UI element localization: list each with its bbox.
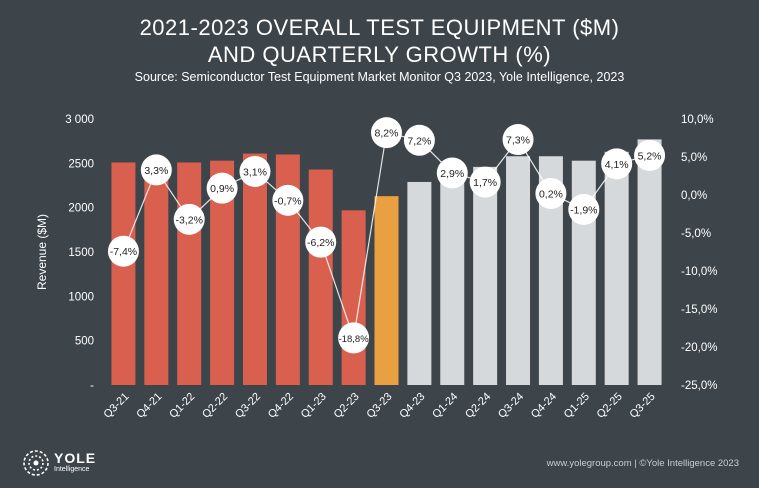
chart-title: 2021-2023 OVERALL TEST EQUIPMENT ($M) AN… bbox=[0, 14, 759, 68]
growth-point bbox=[502, 124, 534, 156]
growth-point bbox=[272, 184, 304, 216]
x-axis-tick-label: Q3-25 bbox=[628, 391, 658, 421]
growth-data-label: 7,2% bbox=[407, 135, 431, 147]
x-axis-tick-label: Q3-23 bbox=[365, 391, 395, 421]
y2-axis-tick-label: -10,0% bbox=[681, 266, 717, 278]
x-axis-tick-label: Q2-22 bbox=[200, 391, 230, 421]
y-axis-tick-label: 500 bbox=[75, 336, 94, 348]
growth-data-label: 0,2% bbox=[539, 188, 563, 200]
growth-data-label: 5,2% bbox=[638, 150, 662, 162]
source-subtitle: Source: Semiconductor Test Equipment Mar… bbox=[134, 70, 625, 84]
growth-point bbox=[239, 155, 271, 187]
y-axis-tick-label: 3 000 bbox=[65, 114, 94, 126]
growth-data-label: 4,1% bbox=[605, 159, 629, 171]
yole-logo-icon bbox=[23, 450, 49, 476]
bar bbox=[111, 162, 136, 385]
y2-axis-tick-label: -5,0% bbox=[681, 228, 711, 240]
y-axis-title: Revenue ($M) bbox=[35, 214, 49, 290]
growth-point bbox=[469, 166, 501, 198]
y2-axis-tick-label: 0,0% bbox=[681, 190, 707, 202]
x-axis-tick-label: Q4-23 bbox=[397, 391, 427, 421]
bar bbox=[144, 168, 169, 385]
bar bbox=[407, 181, 432, 385]
growth-data-label: -18,8% bbox=[339, 334, 370, 345]
bar bbox=[341, 210, 366, 385]
yole-logo: YOLE Intelligence bbox=[22, 449, 112, 479]
bar bbox=[374, 196, 399, 385]
growth-data-label: -6,2% bbox=[307, 237, 334, 249]
bar bbox=[637, 139, 662, 385]
growth-data-label: 3,1% bbox=[243, 166, 267, 178]
logo-name: YOLE bbox=[54, 450, 97, 466]
y2-axis-tick-label: 10,0% bbox=[681, 114, 714, 126]
x-axis-tick-label: Q2-25 bbox=[595, 391, 625, 421]
growth-point bbox=[601, 148, 633, 180]
x-axis-tick-label: Q3-22 bbox=[233, 391, 263, 421]
growth-point bbox=[206, 172, 238, 204]
growth-data-label: 3,3% bbox=[144, 165, 168, 177]
x-axis-tick-label: Q1-23 bbox=[299, 391, 329, 421]
growth-point bbox=[173, 203, 205, 235]
growth-point bbox=[305, 226, 337, 258]
growth-point bbox=[371, 117, 402, 149]
growth-point bbox=[568, 193, 600, 225]
y-axis-tick-label: 1000 bbox=[68, 291, 94, 303]
y2-axis-tick-label: -15,0% bbox=[681, 304, 717, 316]
growth-data-label: 1,7% bbox=[473, 177, 497, 189]
x-axis-tick-label: Q4-21 bbox=[134, 391, 164, 421]
growth-data-label: 2,9% bbox=[440, 168, 464, 180]
growth-data-label: -3,2% bbox=[175, 214, 202, 226]
y-axis-tick-label: 1500 bbox=[68, 247, 94, 259]
growth-point bbox=[403, 124, 435, 156]
x-axis-tick-label: Q2-24 bbox=[463, 391, 493, 421]
y-axis-tick-label: - bbox=[90, 380, 94, 392]
growth-data-label: -7,4% bbox=[110, 246, 137, 258]
growth-point bbox=[436, 157, 468, 189]
growth-point bbox=[107, 235, 139, 267]
growth-point bbox=[140, 154, 172, 186]
growth-data-label: -1,9% bbox=[570, 204, 597, 216]
y2-axis-tick-label: -20,0% bbox=[681, 342, 717, 354]
growth-point bbox=[338, 322, 370, 354]
bar bbox=[604, 151, 629, 385]
y-axis-tick-label: 2500 bbox=[68, 158, 94, 170]
x-axis-tick-label: Q1-25 bbox=[562, 391, 592, 421]
title-line-1: 2021-2023 OVERALL TEST EQUIPMENT ($M) bbox=[139, 15, 620, 40]
logo-subtitle: Intelligence bbox=[54, 466, 90, 473]
bar bbox=[440, 170, 465, 385]
bar bbox=[177, 162, 202, 385]
bar bbox=[308, 169, 333, 385]
growth-point bbox=[634, 139, 666, 171]
growth-point bbox=[535, 177, 567, 209]
y2-axis-tick-label: 5,0% bbox=[681, 152, 707, 164]
bar bbox=[473, 166, 498, 385]
growth-data-label: 7,3% bbox=[506, 135, 530, 147]
y-axis-tick-label: 2000 bbox=[68, 203, 94, 215]
y2-axis-tick-label: -25,0% bbox=[681, 380, 717, 392]
x-axis-tick-label: Q4-22 bbox=[266, 391, 296, 421]
footer-credit: www.yolegroup.com | ©Yole Intelligence 2… bbox=[546, 458, 739, 469]
x-axis-tick-label: Q3-21 bbox=[101, 391, 131, 421]
growth-data-label: -0,7% bbox=[274, 195, 301, 207]
x-axis-tick-label: Q1-24 bbox=[430, 391, 460, 421]
x-axis-tick-label: Q2-23 bbox=[332, 391, 362, 421]
x-axis-tick-label: Q4-24 bbox=[529, 391, 559, 421]
bar bbox=[506, 156, 531, 385]
growth-data-label: 0,9% bbox=[210, 183, 234, 195]
title-line-2: AND QUARTERLY GROWTH (%) bbox=[207, 42, 552, 67]
growth-data-label: 8,2% bbox=[375, 128, 399, 140]
x-axis-tick-label: Q1-22 bbox=[167, 391, 197, 421]
x-axis-tick-label: Q3-24 bbox=[496, 391, 526, 421]
bar bbox=[242, 153, 267, 385]
